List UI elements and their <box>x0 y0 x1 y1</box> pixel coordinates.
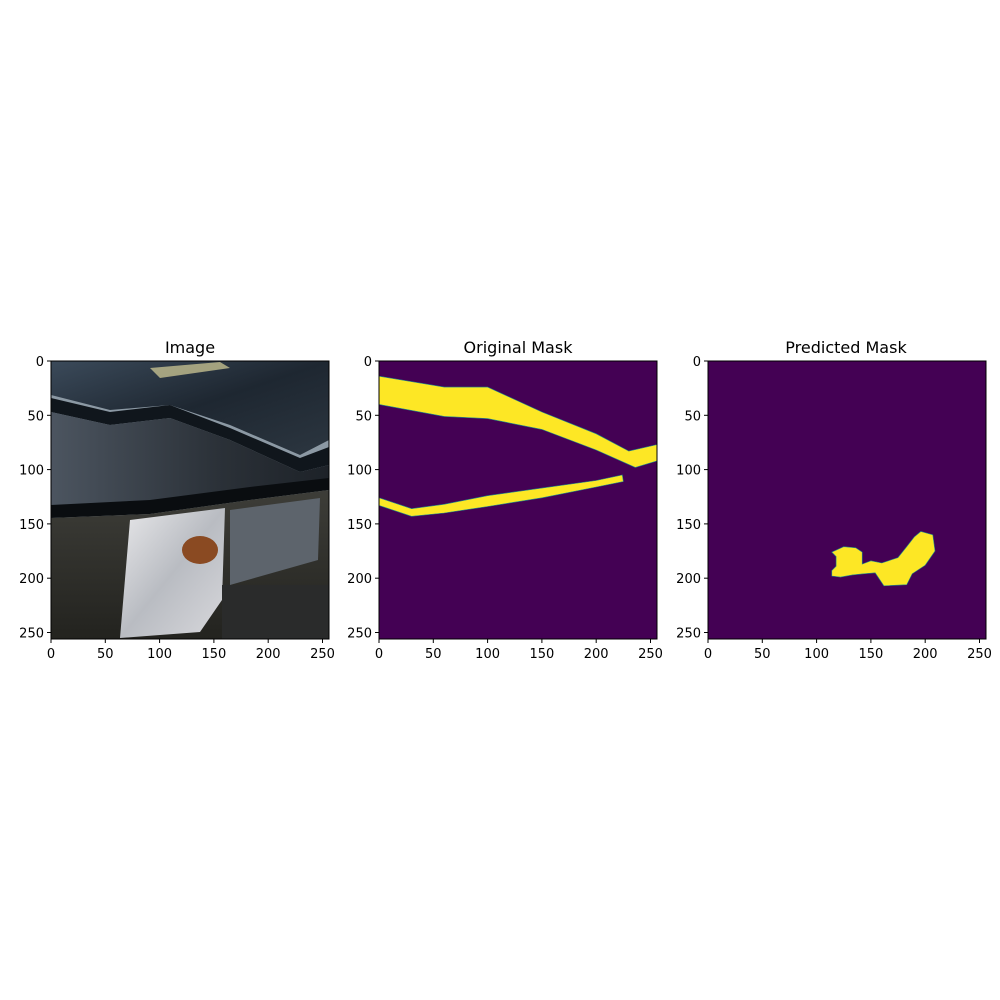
y-tick-label: 0 <box>36 355 44 370</box>
x-tick-label: 150 <box>529 647 554 662</box>
photo-headlamp <box>120 508 225 638</box>
y-axis: 0 50 100 150 200 250 <box>676 355 708 641</box>
panel-title: Predicted Mask <box>785 338 907 357</box>
x-axis: 0 50 100 150 200 250 <box>47 639 335 662</box>
y-axis: 0 50 100 150 200 250 <box>347 355 379 641</box>
y-tick-label: 100 <box>676 464 701 479</box>
mask-region <box>831 531 936 587</box>
y-tick-label: 100 <box>347 464 372 479</box>
x-tick-label: 50 <box>425 647 442 662</box>
x-tick-label: 250 <box>638 647 663 662</box>
mask-regions <box>831 531 936 587</box>
y-tick-label: 50 <box>684 409 701 424</box>
photo-grille-gap <box>51 478 329 518</box>
x-tick-label: 0 <box>47 647 55 662</box>
y-tick-label: 100 <box>19 464 44 479</box>
x-tick-label: 200 <box>913 647 938 662</box>
photo-headlamp-inner <box>230 498 320 585</box>
y-tick-label: 200 <box>19 572 44 587</box>
y-tick-label: 200 <box>676 572 701 587</box>
x-axis: 0 50 100 150 200 250 <box>375 639 663 662</box>
mask-background <box>708 361 986 639</box>
x-tick-label: 250 <box>967 647 992 662</box>
mask-region <box>378 474 624 517</box>
photo-hood-crease <box>51 398 329 472</box>
x-tick-label: 150 <box>858 647 883 662</box>
panel-frame <box>378 360 658 640</box>
x-tick-label: 200 <box>584 647 609 662</box>
x-tick-label: 100 <box>804 647 829 662</box>
panel-original-mask: Original Mask 0 50 100 150 200 250 0 50 100 150 2… <box>347 338 663 662</box>
panel-image: Image 0 50 100 150 200 250 0 50 100 150 200 250 <box>19 338 335 662</box>
x-tick-label: 50 <box>754 647 771 662</box>
y-tick-label: 250 <box>676 626 701 641</box>
y-tick-label: 50 <box>27 409 44 424</box>
panel-title: Original Mask <box>464 338 574 357</box>
x-tick-label: 0 <box>704 647 712 662</box>
photo-highlight <box>150 362 230 378</box>
panel-predicted-mask: Predicted Mask 0 50 100 150 200 250 0 50 100 150… <box>676 338 992 662</box>
y-tick-label: 250 <box>347 626 372 641</box>
y-tick-label: 150 <box>347 518 372 533</box>
x-axis: 0 50 100 150 200 250 <box>704 639 992 662</box>
photo <box>51 361 329 639</box>
x-tick-label: 150 <box>201 647 226 662</box>
mask-regions <box>378 375 658 517</box>
y-tick-label: 0 <box>693 355 701 370</box>
y-tick-label: 150 <box>19 518 44 533</box>
panel-frame <box>50 360 330 640</box>
y-tick-label: 200 <box>347 572 372 587</box>
panel-frame <box>707 360 987 640</box>
photo-hood <box>51 361 329 455</box>
x-tick-label: 200 <box>256 647 281 662</box>
y-tick-label: 50 <box>355 409 372 424</box>
y-tick-label: 0 <box>364 355 372 370</box>
x-tick-label: 100 <box>475 647 500 662</box>
y-axis: 0 50 100 150 200 250 <box>19 355 51 641</box>
y-tick-label: 250 <box>19 626 44 641</box>
x-tick-label: 250 <box>310 647 335 662</box>
x-tick-label: 100 <box>147 647 172 662</box>
x-tick-label: 0 <box>375 647 383 662</box>
y-tick-label: 150 <box>676 518 701 533</box>
photo-damage <box>182 536 218 564</box>
photo-bezel <box>222 585 329 639</box>
x-tick-label: 50 <box>97 647 114 662</box>
panel-title: Image <box>165 338 215 357</box>
